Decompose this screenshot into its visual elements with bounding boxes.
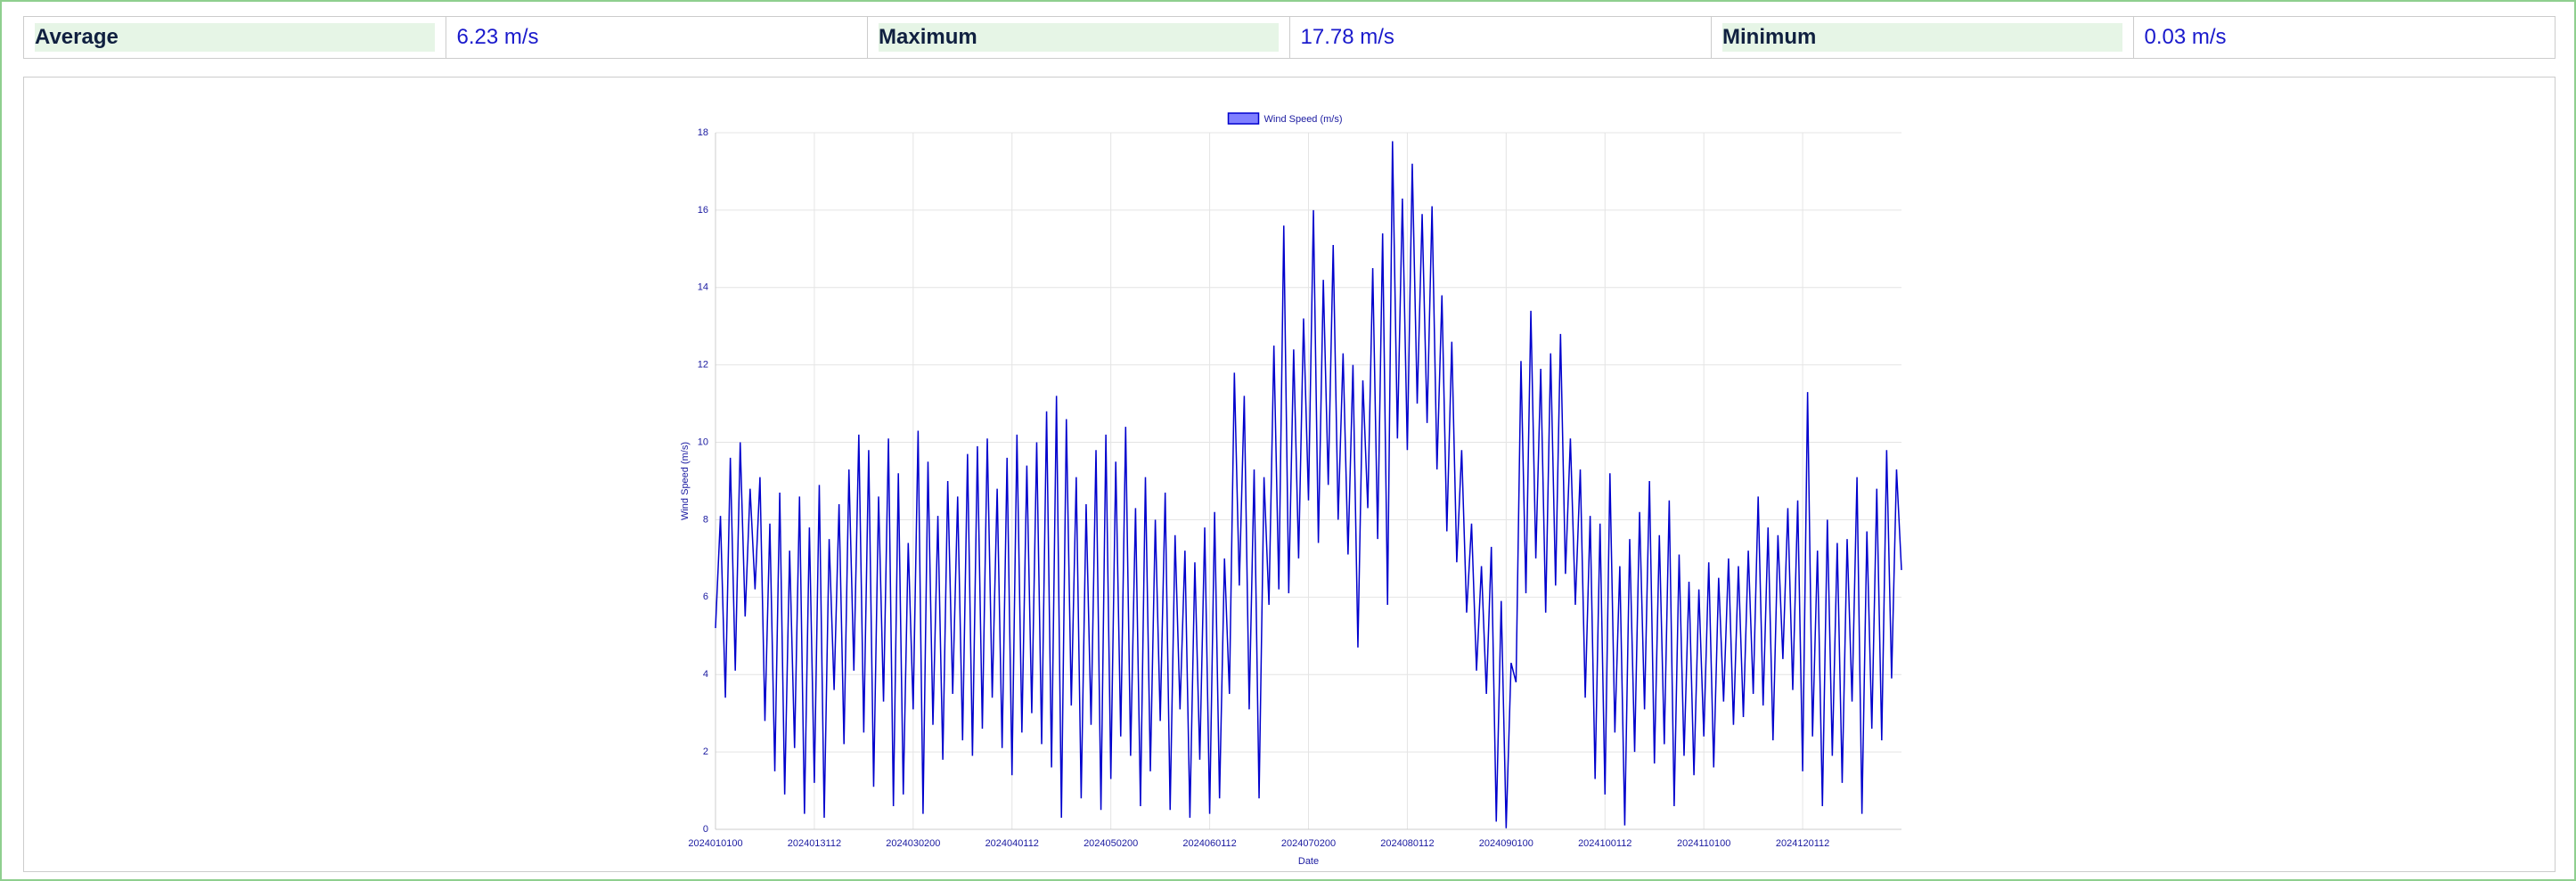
y-tick-label: 10	[698, 436, 708, 447]
y-axis-title: Wind Speed (m/s)	[680, 442, 691, 520]
legend-label: Wind Speed (m/s)	[1264, 114, 1343, 125]
x-tick-label: 2024013112	[788, 838, 841, 849]
legend-swatch	[1227, 112, 1260, 125]
stat-value: 17.78 m/s	[1290, 17, 1712, 58]
stats-table: Average 6.23 m/s Maximum 17.78 m/s Minim…	[23, 16, 2556, 59]
x-tick-label: 2024120112	[1776, 838, 1829, 849]
stat-label: Maximum	[868, 17, 1290, 58]
y-tick-label: 12	[698, 360, 708, 371]
x-tick-label: 2024070200	[1281, 838, 1336, 849]
stat-value: 6.23 m/s	[446, 17, 868, 58]
stat-label: Minimum	[1712, 17, 2134, 58]
stat-label-text: Maximum	[879, 23, 1279, 52]
y-tick-label: 6	[703, 591, 708, 602]
x-tick-label: 2024010100	[688, 838, 742, 849]
x-axis-title: Date	[1298, 856, 1319, 867]
line	[715, 141, 1902, 828]
y-tick-label: 4	[703, 669, 708, 680]
x-tick-label: 2024040112	[985, 838, 1039, 849]
y-tick-label: 8	[703, 514, 708, 525]
x-tick-label: 2024100112	[1578, 838, 1631, 849]
y-tick-label: 0	[703, 824, 708, 835]
y-tick-label: 16	[698, 205, 708, 216]
x-tick-label: 2024060112	[1182, 838, 1236, 849]
x-tick-label: 2024050200	[1084, 838, 1138, 849]
chart-panel: 0 2 4 6 8 10 12 14 16 18 2024010100 2024013112 20240…	[23, 77, 2556, 872]
stat-label: Average	[24, 17, 446, 58]
stat-label-text: Minimum	[1722, 23, 2122, 52]
x-tick-label: 2024110100	[1677, 838, 1730, 849]
x-tick-label: 2024090100	[1479, 838, 1533, 849]
stat-value: 0.03 m/s	[2144, 25, 2227, 49]
y-tick-label: 2	[703, 746, 708, 757]
stat-label-text: Average	[35, 23, 435, 52]
y-tick-label: 14	[698, 282, 708, 293]
x-tick-label: 2024030200	[886, 838, 940, 849]
chart: 0 2 4 6 8 10 12 14 16 18 2024010100 2024013112 20240…	[680, 112, 1902, 867]
x-tick-label: 2024080112	[1380, 838, 1434, 849]
y-tick-label: 18	[698, 127, 708, 138]
